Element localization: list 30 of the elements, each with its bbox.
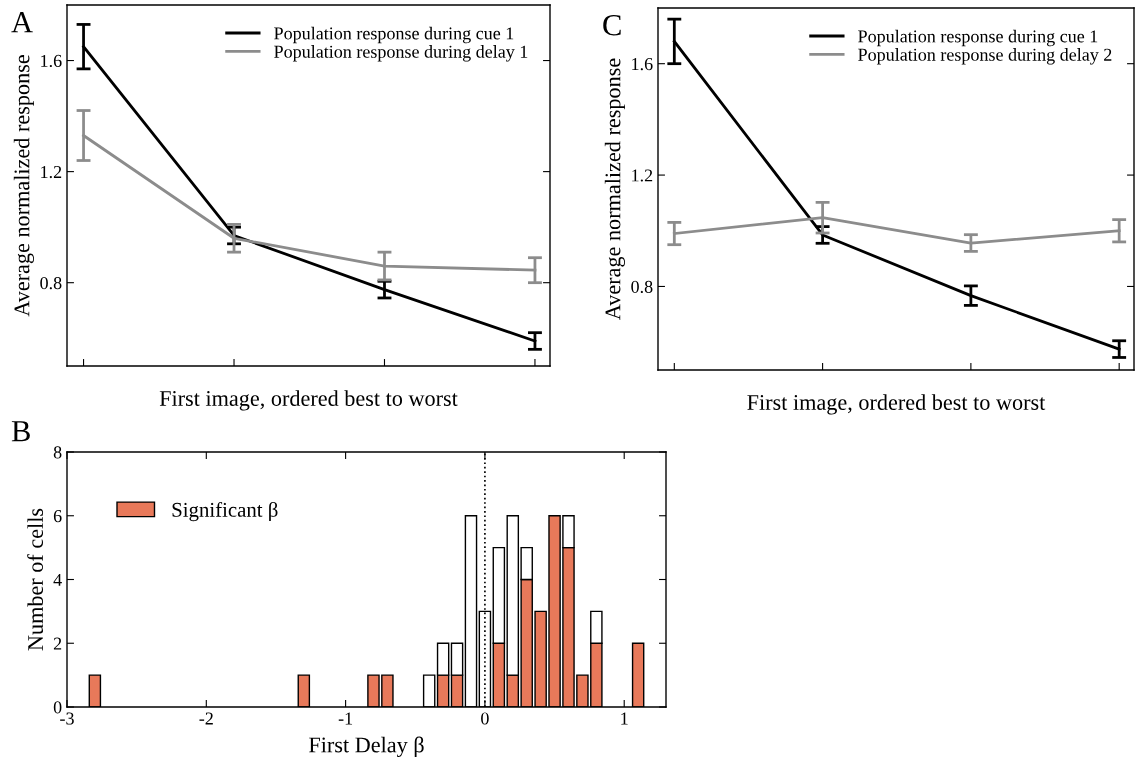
chart-title: B (11, 421, 30, 442)
chart-title: A (11, 12, 33, 33)
y-tick-label: 1.2 (41, 165, 62, 179)
legend-label: Significant β (172, 502, 278, 522)
y-tick-label: 2 (53, 637, 62, 650)
x-tick-label: 0 (481, 712, 489, 725)
legend-label: Population response during delay 1 (274, 45, 528, 62)
y-tick-label: 0.8 (631, 280, 653, 293)
legend-label: Population response during delay 2 (858, 48, 1112, 65)
y-tick-label: 1.6 (41, 54, 62, 68)
y-axis-title: Average normalized response (13, 55, 35, 317)
y-axis-title: Number of cells (27, 508, 44, 651)
x-tick-label: 1 (621, 712, 628, 725)
y-tick-label: 6 (53, 510, 62, 523)
y-axis-title: Average normalized response (604, 58, 626, 321)
x-axis-title: First image, ordered best to worst (159, 390, 458, 411)
legend-label: Population response during cue 1 (274, 26, 514, 44)
legend-label: Population response during cue 1 (858, 29, 1098, 47)
y-tick-label: 4 (53, 573, 62, 586)
y-tick-label: 0.8 (40, 276, 62, 290)
x-axis-title: First Delay β (309, 736, 424, 758)
chart-title: C (603, 14, 621, 36)
x-axis-title: First image, ordered best to worst (747, 394, 1046, 415)
x-tick-label: -1 (338, 712, 353, 725)
x-tick-label: -2 (199, 712, 213, 725)
y-tick-label: 8 (53, 446, 62, 459)
y-tick-label: 1.2 (632, 169, 653, 182)
y-tick-label: 0 (53, 701, 62, 714)
x-tick-label: -3 (60, 712, 74, 725)
y-tick-label: 1.6 (632, 58, 653, 71)
